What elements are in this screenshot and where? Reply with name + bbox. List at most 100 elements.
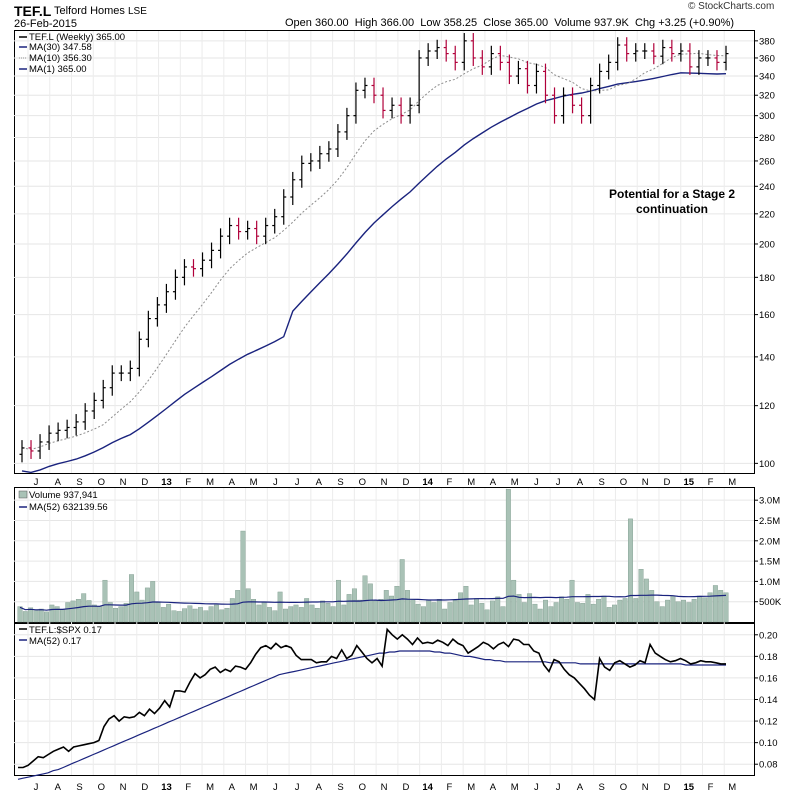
volume-bar [362,575,368,623]
volume-bar [28,607,34,623]
x-tick-label: M [728,477,736,488]
chart-date: 26-Feb-2015 [14,18,77,30]
x-tick-label: S [337,477,343,488]
volume-bar [44,611,49,623]
x-tick-label: J [34,477,39,488]
exchange-label: LSE [127,6,147,17]
volume-bar [521,602,527,623]
price-legend: TEF.L (Weekly) 365.00 MA(30) 347.58 MA(1… [19,32,125,75]
x-tick-label: A [490,477,497,488]
x-tick-label: A [229,782,236,793]
volume-bar [261,601,267,623]
ma30-line [21,72,727,474]
volume-bar [118,606,124,623]
volume-bar [606,607,612,623]
x-tick-label: O [620,782,627,793]
x-tick-label: A [229,477,236,488]
x-tick-label: 13 [161,477,172,488]
close-label: Close [483,17,512,29]
x-tick-label: M [467,782,475,793]
quote-summary: Open 360.00 High 366.00 Low 358.25 Close… [285,17,734,29]
volume-bar [527,593,533,623]
volume-bar [54,606,60,623]
volume-tick-label: 2.0M [759,536,780,547]
x-tick-label: A [316,782,323,793]
ratio-tick-label: 0.12 [759,717,778,728]
x-tick-label: S [599,477,605,488]
x-tick-label: J [273,477,278,488]
volume-bar [256,604,262,623]
volume-tick-label: 3.0M [759,496,780,507]
price-tick-label: 100 [759,459,775,470]
volume-bar [75,599,81,623]
volume-bar [288,606,294,623]
volume-bar [431,602,437,623]
volume-bar [293,604,299,623]
low-label: Low [420,17,441,29]
volume-bar [394,586,400,623]
x-tick-label: A [577,782,584,793]
volume-bar [203,610,209,623]
ma10-line [21,52,727,450]
ratio-tick-label: 0.10 [759,738,778,749]
volume-bar [70,600,76,623]
legend-ma10: MA(10) 356.30 [29,53,92,64]
x-tick-label: S [599,782,605,793]
volume-bar [426,599,432,623]
volume-bar [373,600,379,623]
price-tick-label: 360 [759,53,775,64]
annotation-line-1: Potential for a Stage 2 [609,187,735,201]
legend-ma30: MA(30) 347.58 [29,42,92,53]
volume-bar [723,592,729,623]
volume-tick-label: 2.5M [759,516,780,527]
volume-bar [187,605,193,623]
volume-bar [686,602,692,623]
volume-bar [107,602,113,623]
x-axis-top: J A S O N D 13 F M A M J J A S O N D 14 F M A M J J A S O N D 15 F M [34,477,737,488]
volume-bar [681,599,686,623]
x-tick-label: D [402,782,409,793]
volume-bar [139,599,145,623]
legend-price: TEF.L (Weekly) 365.00 [29,32,125,43]
x-tick-label: O [98,782,105,793]
x-tick-label: D [141,782,148,793]
ticker-symbol: TEF.L [14,3,52,19]
volume-bar [543,599,548,623]
volume-tick-label: 1.5M [759,557,780,568]
volume-bar [585,594,591,623]
volume-bar [628,518,633,623]
volume-bar [22,611,28,623]
open-value: 360.00 [314,17,349,29]
volume-value: 937.9K [594,17,629,29]
volume-bar [155,602,161,623]
x-tick-label: A [316,477,323,488]
ratio-ma-line [17,650,726,780]
volume-bar [304,598,310,623]
x-tick-label: A [55,477,62,488]
volume-bar [97,606,103,623]
close-value: 365.00 [514,17,549,29]
volume-bar [691,599,697,623]
volume-bar [601,595,607,623]
volume-bar [633,598,639,623]
volume-bar [33,610,39,623]
volume-bar [558,596,564,623]
ratio-axis: 0.08 0.10 0.12 0.14 0.16 0.18 0.20 [754,630,778,771]
x-tick-label: D [664,782,671,793]
volume-bar [272,610,278,623]
volume-bar [537,608,543,623]
volume-bar [160,607,166,623]
x-tick-label: F [446,782,452,793]
x-tick-label: 14 [422,477,433,488]
volume-bar [495,596,501,623]
volume-bar [484,609,490,623]
volume-bar [123,603,129,623]
x-tick-label: O [359,477,366,488]
ratio-line [18,627,726,769]
volume-bar [420,606,426,623]
x-tick-label: J [556,477,561,488]
volume-bar [405,590,410,623]
price-tick-label: 220 [759,209,775,220]
volume-bar [49,604,55,623]
x-tick-label: F [185,782,191,793]
